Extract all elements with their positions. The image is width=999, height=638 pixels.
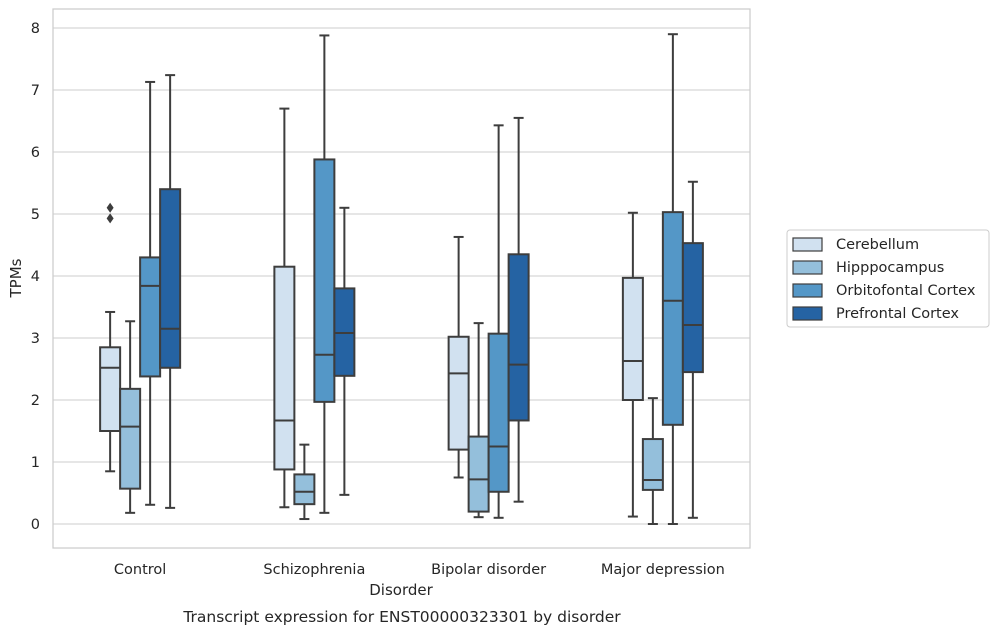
legend-label: Cerebellum <box>836 237 919 253</box>
box-iqr <box>661 211 684 426</box>
y-tick-label: 6 <box>31 145 40 161</box>
legend-swatch <box>792 237 823 252</box>
x-tick-label: Major depression <box>601 562 725 578</box>
legend-label: Orbitofontal Cortex <box>836 283 976 299</box>
box-0-3 <box>159 74 182 509</box>
legend-swatch <box>792 283 823 298</box>
plot-frame <box>52 8 751 549</box>
box-2-1 <box>467 322 490 519</box>
box-2-3 <box>507 116 530 503</box>
box-layer <box>99 33 704 525</box>
legend-label: Prefrontal Cortex <box>836 306 959 322</box>
y-axis-label: TPMs <box>7 258 25 298</box>
y-tick-label: 4 <box>31 269 40 285</box>
y-tick-label: 8 <box>31 21 40 37</box>
x-axis-label: Disorder <box>369 581 433 599</box>
x-tick-label: Bipolar disorder <box>431 562 546 578</box>
legend-label: Hipppocampus <box>836 260 944 276</box>
x-tick-label: Schizophrenia <box>263 562 365 578</box>
chart-caption: Transcript expression for ENST0000032330… <box>182 608 621 626</box>
outlier-point <box>106 213 114 224</box>
box-iqr <box>119 387 142 490</box>
box-1-2 <box>313 34 336 514</box>
box-3-0 <box>621 211 644 518</box>
y-tick-label: 7 <box>31 83 40 99</box>
box-3-1 <box>641 397 664 525</box>
box-iqr <box>447 335 470 451</box>
y-tick-labels: 0 1 2 3 4 5 6 7 8 <box>31 21 40 533</box>
box-1-3 <box>333 206 356 496</box>
legend: Cerebellum Hipppocampus Orbitofontal Corte… <box>786 229 990 328</box>
legend-items: Cerebellum Hipppocampus Orbitofontal Corte… <box>792 237 976 322</box>
outlier-point <box>106 202 114 213</box>
y-tick-label: 0 <box>31 517 40 533</box>
box-0-2 <box>139 80 162 506</box>
box-iqr <box>467 435 490 513</box>
box-iqr <box>273 265 296 471</box>
x-tick-labels: Control Schizophrenia Bipolar disorder Majo… <box>114 562 725 578</box>
legend-swatch <box>792 306 823 321</box>
box-iqr <box>159 188 182 369</box>
legend-frame <box>786 229 990 328</box>
box-iqr <box>641 438 664 491</box>
box-2-0 <box>447 235 470 479</box>
y-tick-label: 3 <box>31 331 40 347</box>
y-tick-label: 2 <box>31 393 40 409</box>
box-iqr <box>139 256 162 378</box>
box-iqr <box>487 332 510 493</box>
y-tick-label: 1 <box>31 455 40 471</box>
legend-swatch <box>792 260 823 275</box>
box-3-3 <box>681 180 704 519</box>
box-iqr <box>507 253 530 422</box>
box-iqr <box>293 473 316 506</box>
y-tick-label: 5 <box>31 207 40 223</box>
x-tick-label: Control <box>114 562 166 578</box>
box-0-1 <box>119 320 142 514</box>
box-1-1 <box>293 443 316 521</box>
box-1-0 <box>273 107 296 509</box>
box-iqr <box>621 276 644 401</box>
box-iqr <box>313 158 336 403</box>
box-iqr <box>681 242 704 374</box>
box-iqr <box>99 346 122 432</box>
